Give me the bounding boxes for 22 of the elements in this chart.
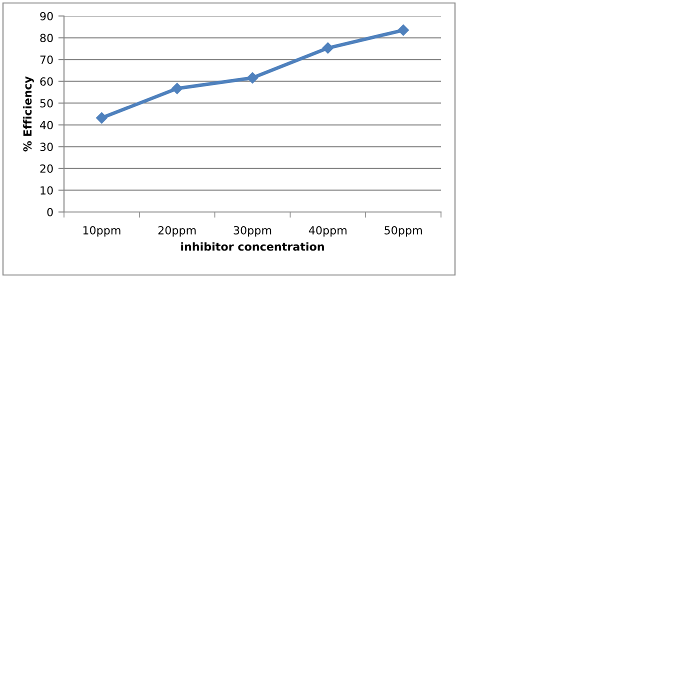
y-tick-label: 10 (40, 186, 53, 195)
point (398, 24, 409, 36)
y-tick-label: 0 (47, 208, 53, 216)
y-tick-label: 40 (40, 120, 53, 130)
x-tick-label: 40ppm (308, 226, 346, 237)
y-tick-label: 70 (40, 56, 53, 64)
x-tick-label: 10ppm (83, 226, 120, 237)
y-tick-label: 30 (40, 142, 53, 152)
point (322, 42, 334, 54)
x-axis-title: inhibitor concentration (181, 242, 324, 251)
y-tick-label: 50 (40, 99, 53, 108)
x-tick-label: 20ppm (158, 226, 196, 237)
y-tick-label: 60 (40, 77, 53, 86)
y-tick-label: 90 (40, 12, 53, 20)
point (246, 72, 258, 84)
point (96, 112, 108, 124)
x-tick-label: 30ppm (234, 226, 272, 237)
y-tick-label: 20 (40, 164, 53, 173)
y-tick-label: 80 (40, 34, 53, 42)
point (171, 82, 183, 94)
y-axis-title: % Efficiency (23, 76, 34, 152)
x-tick-label: 50ppm (384, 226, 422, 237)
